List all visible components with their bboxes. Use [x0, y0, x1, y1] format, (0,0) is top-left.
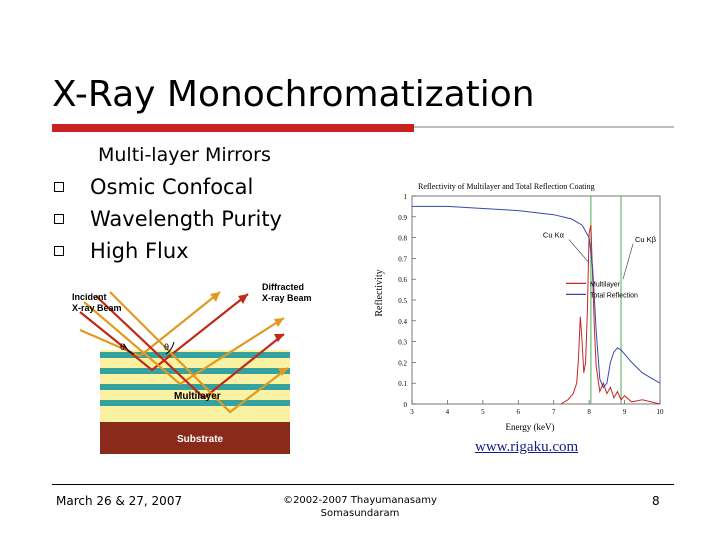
x-tick-label: 3 [410, 408, 414, 416]
bullet-list: Osmic Confocal Wavelength Purity High Fl… [52, 173, 282, 269]
bullet-item: High Flux [52, 237, 282, 269]
slide-title: X-Ray Monochromatization [52, 74, 535, 115]
y-tick-label: 0.7 [398, 255, 407, 263]
substrate-block [100, 422, 290, 454]
legend-label: Multilayer [590, 281, 621, 288]
annotation-label: Cu Kα [543, 231, 565, 240]
beam-arrowheads [210, 292, 288, 376]
series-line [560, 224, 661, 405]
annotation-pointer [568, 239, 590, 263]
annotation-label: Cu Kβ [635, 235, 657, 244]
y-tick-label: 0.8 [398, 235, 407, 243]
incident-label-line2: X-ray Beam [72, 303, 122, 313]
diffracted-label-line2: X-ray Beam [262, 293, 312, 303]
x-tick-label: 7 [552, 408, 556, 416]
subheading: Multi-layer Mirrors [98, 144, 271, 166]
y-axis-label: Reflectivity [374, 269, 385, 316]
x-axis-label: Energy (keV) [505, 422, 554, 432]
y-tick-label: 0.1 [398, 380, 407, 388]
y-tick-label: 0.6 [398, 276, 407, 284]
x-tick-label: 8 [587, 408, 591, 416]
annotation-pointer [622, 243, 634, 280]
substrate-label: Substrate [177, 434, 224, 445]
multilayer-label: Multilayer [174, 391, 221, 402]
source-link[interactable]: www.rigaku.com [475, 439, 579, 455]
copyright-line2: Somasundaram [320, 508, 400, 519]
bullet-item: Osmic Confocal [52, 173, 282, 205]
series-line [412, 205, 661, 389]
square-bullet-icon [54, 246, 64, 256]
footer-copyright: ©2002-2007 Thayumanasamy Somasundaram [270, 494, 450, 520]
plot-area [411, 195, 661, 405]
angle-arc-left [123, 343, 135, 355]
bullet-text: Osmic Confocal [90, 175, 254, 199]
y-tick-label: 0.9 [398, 214, 407, 222]
legend-label: Total Reflection [590, 292, 638, 299]
x-tick-label: 9 [623, 408, 627, 416]
reflectivity-chart: Reflectivity of Multilayer and Total Ref… [374, 182, 665, 432]
square-bullet-icon [54, 214, 64, 224]
title-accent-bar [52, 124, 414, 132]
multilayer-band [100, 352, 290, 358]
bullet-text: Wavelength Purity [90, 207, 282, 231]
x-tick-label: 4 [446, 408, 450, 416]
x-ray-beams [79, 291, 289, 414]
theta-left-label: θ [120, 342, 125, 352]
title-divider-line [414, 126, 674, 128]
page-number: 8 [652, 494, 660, 508]
x-tick-label: 10 [657, 408, 665, 416]
multilayer-band [100, 400, 290, 406]
bullet-item: Wavelength Purity [52, 205, 282, 237]
angle-arc-right [165, 341, 175, 355]
multilayer-band [100, 384, 290, 390]
footer-divider [52, 484, 674, 485]
y-tick-label: 0.4 [398, 318, 407, 326]
y-tick-label: 0 [404, 401, 408, 409]
footer-date: March 26 & 27, 2007 [56, 494, 183, 508]
y-tick-label: 1 [404, 193, 408, 201]
multilayer-diffraction-diagram: Incident X-ray Beam Diffracted X-ray Bea… [72, 282, 312, 454]
diffracted-label-line1: Diffracted [262, 282, 304, 292]
x-tick-label: 6 [517, 408, 521, 416]
theta-right-label: θ [164, 342, 169, 352]
multilayer-band [100, 368, 290, 374]
square-bullet-icon [54, 182, 64, 192]
bullet-text: High Flux [90, 239, 189, 263]
chart-legend: Multilayer Total Reflection [566, 281, 638, 299]
chart-title: Reflectivity of Multilayer and Total Ref… [418, 182, 595, 191]
y-tick-label: 0.3 [398, 339, 407, 347]
y-tick-label: 0.5 [398, 297, 407, 305]
x-tick-label: 5 [481, 408, 485, 416]
y-tick-label: 0.2 [398, 359, 407, 367]
copyright-line1: ©2002-2007 Thayumanasamy [283, 495, 437, 506]
incident-label-line1: Incident [72, 292, 107, 302]
